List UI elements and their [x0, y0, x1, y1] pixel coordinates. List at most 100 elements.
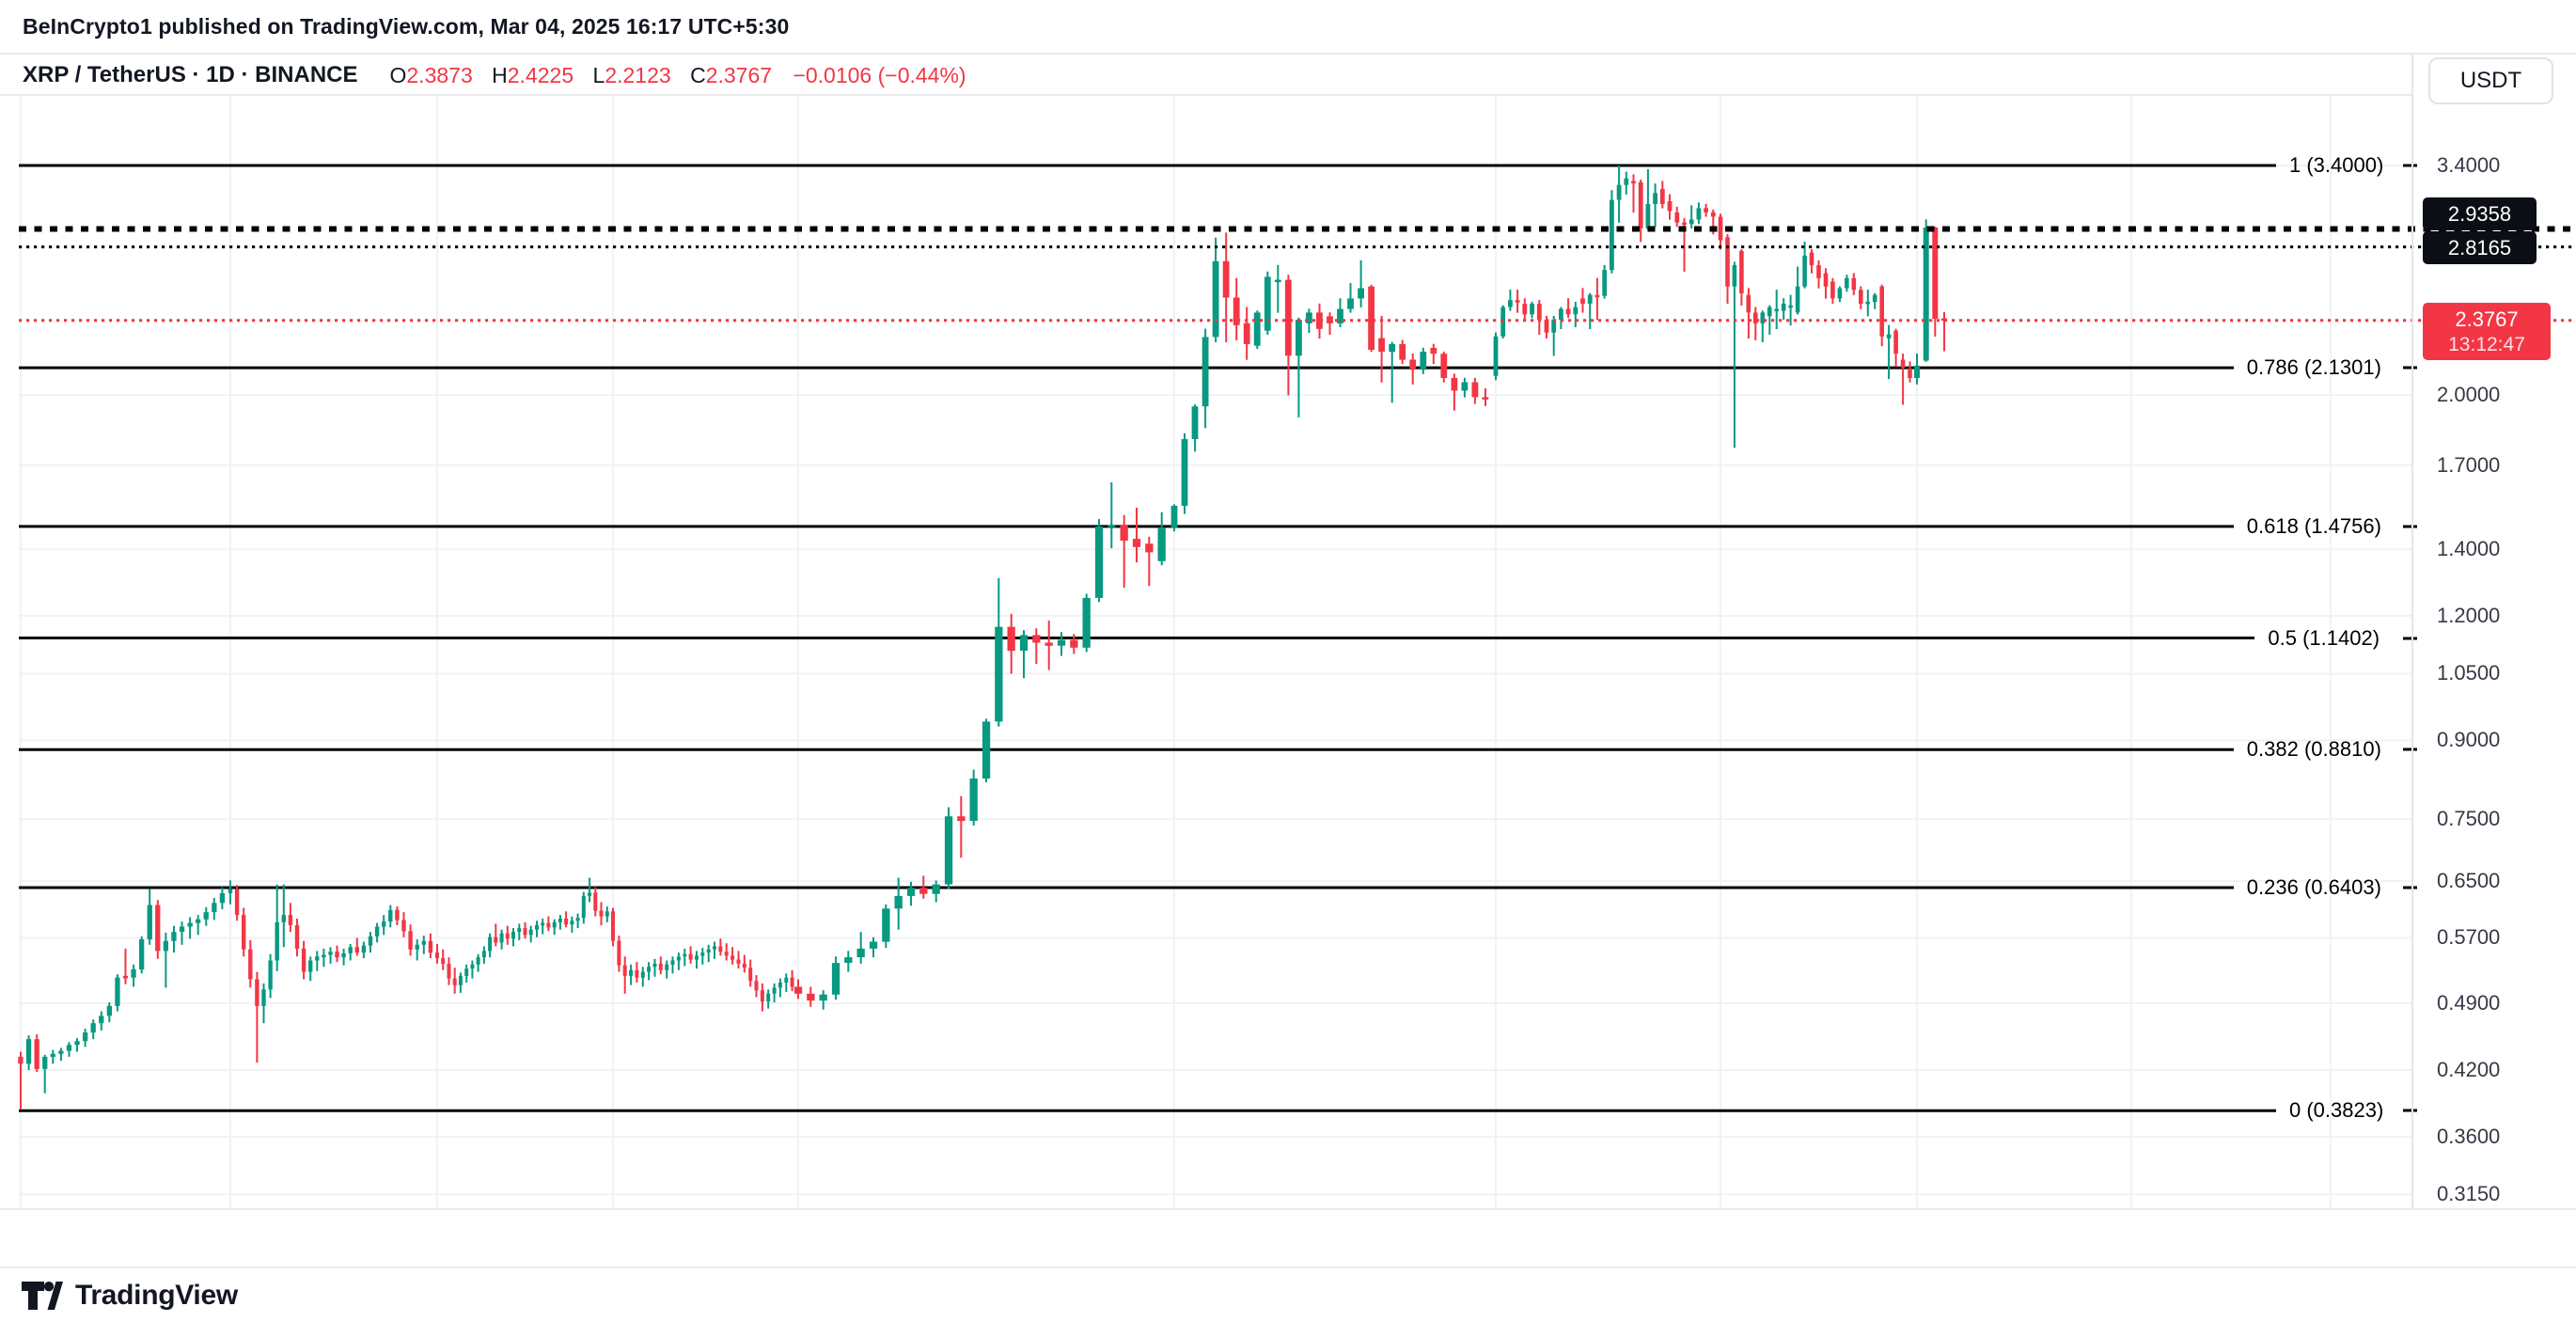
candle	[793, 979, 803, 999]
low-value: 2.2123	[605, 62, 671, 87]
candle	[1094, 519, 1104, 603]
candle	[1284, 275, 1292, 396]
candle	[255, 971, 259, 1063]
candle	[1802, 242, 1807, 289]
symbol-title[interactable]: XRP / TetherUS · 1D · BINANCE	[23, 62, 358, 87]
candle	[982, 718, 991, 782]
candle	[1689, 205, 1694, 228]
candle	[1253, 310, 1261, 350]
candle	[652, 958, 657, 977]
price-axis-border	[2411, 55, 2413, 1267]
candle	[1809, 249, 1814, 274]
candle	[1631, 174, 1636, 213]
candle	[248, 939, 253, 988]
candle	[581, 891, 586, 924]
candle	[856, 932, 865, 964]
change-value: −0.0106 (−0.44%)	[793, 62, 966, 87]
candle	[558, 915, 562, 930]
candle	[171, 925, 177, 953]
candle	[476, 953, 480, 972]
candle	[688, 946, 693, 964]
candle	[1823, 268, 1829, 299]
candle	[1191, 404, 1199, 452]
candle	[428, 933, 433, 958]
candle	[1859, 286, 1863, 309]
candle	[452, 968, 457, 994]
candle	[1508, 290, 1513, 311]
candle	[74, 1038, 80, 1052]
candle	[713, 941, 716, 959]
candle	[335, 945, 339, 963]
candle	[139, 936, 145, 974]
candle	[1551, 316, 1557, 356]
low-label: L	[592, 62, 605, 87]
fib-label-dash	[2403, 1109, 2417, 1112]
candle	[1296, 317, 1302, 417]
footer-bar: TradingView	[0, 1267, 2576, 1322]
candle	[1602, 264, 1608, 299]
candle	[275, 884, 279, 971]
candle	[1753, 307, 1758, 340]
candle	[1107, 482, 1116, 549]
time-axis[interactable]	[0, 1208, 2576, 1267]
candle	[328, 947, 333, 964]
candle	[570, 916, 574, 933]
candle	[1638, 180, 1643, 243]
candle	[147, 889, 152, 945]
candle	[1070, 634, 1078, 654]
candle	[322, 948, 326, 968]
fib-level-label: 0 (0.3823)	[2289, 1098, 2384, 1123]
candle	[730, 947, 735, 965]
candle	[421, 936, 426, 954]
candle	[1536, 300, 1542, 335]
candle	[1274, 264, 1281, 313]
candle	[1624, 171, 1629, 195]
candle	[882, 904, 890, 949]
candle	[742, 954, 746, 973]
currency-unit-button[interactable]: USDT	[2428, 57, 2553, 104]
price-tick-label: 0.4200	[2437, 1057, 2501, 1081]
price-mark-badge-mid: 2.8165	[2423, 231, 2537, 264]
candle	[481, 946, 486, 964]
candle	[647, 962, 652, 981]
candle	[748, 959, 753, 987]
candle	[1530, 301, 1534, 319]
candle	[1610, 190, 1614, 274]
candle	[831, 956, 840, 1000]
candle	[488, 933, 493, 958]
candle	[700, 948, 705, 965]
candle	[724, 943, 729, 961]
candle	[611, 907, 615, 947]
candle	[760, 983, 764, 1012]
candle	[308, 956, 313, 982]
price-tick-label: 0.6500	[2437, 869, 2501, 893]
candle	[1830, 277, 1835, 305]
price-tick-label: 1.2000	[2437, 604, 2501, 628]
high-label: H	[492, 62, 508, 87]
candle	[617, 936, 621, 972]
fib-level-label: 0.618 (1.4756)	[2246, 513, 2381, 538]
candle	[1306, 308, 1312, 333]
candle	[670, 956, 675, 974]
candle	[1616, 165, 1622, 223]
candle	[1409, 354, 1417, 385]
candle	[1378, 316, 1385, 383]
candle	[1932, 227, 1939, 337]
candle	[408, 924, 413, 956]
candle	[1515, 290, 1520, 313]
price-tick-label: 0.3150	[2437, 1182, 2501, 1206]
candle	[1573, 301, 1579, 327]
candle	[341, 948, 346, 966]
candle	[736, 951, 741, 969]
fib-label-dash	[2403, 164, 2417, 167]
candle	[944, 807, 953, 889]
candle	[1845, 275, 1849, 292]
candle	[1725, 234, 1730, 305]
candle	[368, 932, 373, 953]
candle	[1170, 504, 1178, 532]
open-value: 2.3873	[406, 62, 473, 87]
symbol-legend[interactable]: XRP / TetherUS · 1D · BINANCE O2.3873 H2…	[0, 56, 2411, 96]
candle	[1587, 292, 1593, 329]
candle	[374, 922, 380, 943]
